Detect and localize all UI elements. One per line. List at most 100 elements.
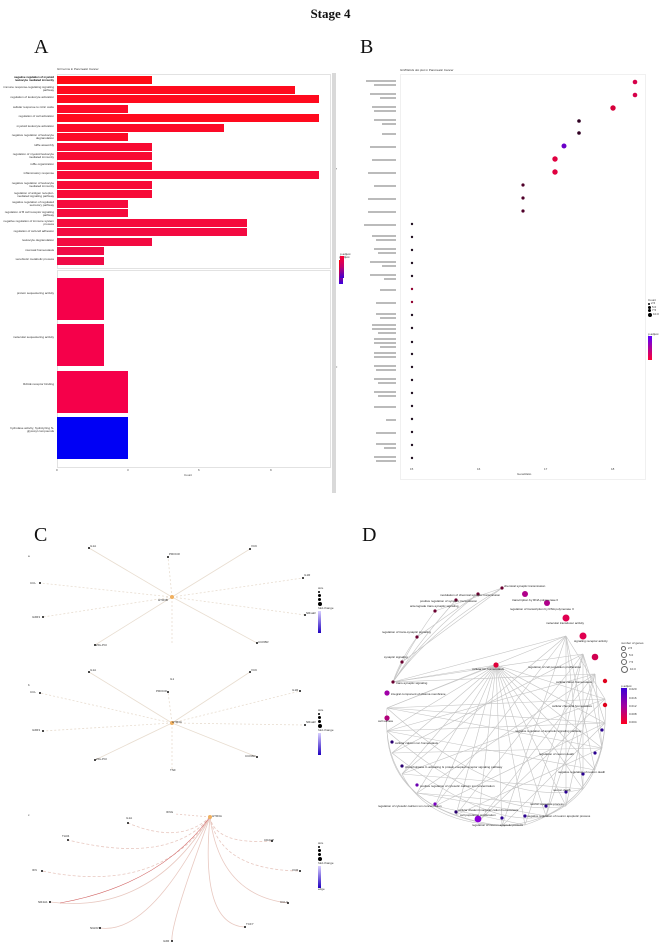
subpanel-label-c: c: [28, 813, 30, 817]
gene-count-legend: number of genes 2.5 5.0 7.5 10.0: [621, 641, 661, 674]
bar: [57, 200, 128, 208]
bp-label: regulation of leukocyte activation: [10, 96, 54, 99]
svg-text:chemical synaptic transmission: chemical synaptic transmission: [504, 584, 546, 588]
bp-label: negative regulation of leukocyte mediate…: [11, 182, 54, 189]
svg-text:integral component of plasma m: integral component of plasma membrane: [391, 692, 446, 696]
bar: [57, 209, 128, 217]
legend-item: 7.5: [629, 659, 634, 664]
legend-title: number of genes: [621, 641, 644, 645]
x-tick: 17: [544, 467, 548, 471]
size-key: [648, 303, 650, 306]
legend-item: 2.5: [651, 301, 656, 306]
legend-tick: 0.004: [629, 719, 637, 724]
svg-text:regulation of cell population: regulation of cell population proliferat…: [528, 665, 581, 669]
size-key: [621, 646, 626, 652]
edges: [386, 587, 606, 827]
padj-legend: p.adjust: [648, 332, 661, 361]
node-label: IL1R: [304, 573, 311, 577]
legend-item: 2.5: [628, 646, 633, 651]
bar: [57, 105, 128, 113]
left-padj-legend: p.adjust: [340, 252, 351, 279]
legend-tick: 0.020: [629, 687, 637, 692]
legend-title: p.adjust: [340, 252, 351, 256]
svg-text:synaptic signaling: synaptic signaling: [384, 655, 408, 659]
bp-label: ruffle organization: [30, 163, 54, 166]
panel-b-dot-plot: GO/KEGG dot plot in Pancreatic Cancer p.…: [330, 60, 661, 520]
node-label: IL1R: [292, 688, 299, 692]
node-label: NGFR: [90, 926, 99, 930]
legend-item: 10.0: [653, 311, 659, 316]
panel-d-network: chemical synaptic transmission modulatio…: [340, 560, 661, 900]
panel-letter-d: D: [362, 524, 377, 546]
node-label: TNF: [170, 768, 176, 772]
bar: [57, 152, 152, 160]
bar: [57, 238, 152, 246]
hub-node: [208, 815, 212, 819]
x-tick: 15: [410, 467, 414, 471]
node-label: TLR4: [62, 834, 70, 838]
x-axis-label: GeneRatio: [517, 472, 532, 476]
legend-title: p.adjust: [621, 684, 632, 688]
node-label: VCR: [292, 868, 299, 872]
legend-title: fold change: [318, 728, 334, 733]
x-tick: 16: [477, 467, 481, 471]
subpanel-label-b: b: [28, 683, 30, 687]
node-label: CCL: [30, 581, 37, 585]
node-label: NRsaR: [306, 611, 316, 615]
node-label: IFN: [32, 868, 37, 872]
node-label: PROCR: [169, 552, 180, 556]
bp-label: regulation of B cell receptor signaling …: [4, 211, 54, 218]
legend-c: size fold change edge: [318, 841, 334, 891]
node-label: NR4A1: [38, 900, 48, 904]
subpanel-label-a: a: [28, 554, 30, 558]
bp-label: negative regulation of leukocyte degranu…: [11, 134, 54, 141]
svg-text:cellular ion homeostasis: cellular ion homeostasis: [472, 667, 505, 671]
mf-label-stack: protein sequestering activity molecular …: [2, 270, 54, 466]
svg-text:transcription by RNA polymeras: transcription by RNA polymerase II: [512, 598, 558, 602]
node-label: VCK: [251, 544, 258, 548]
dot-plot-area: [400, 74, 646, 480]
bar: [57, 76, 152, 84]
svg-text:molecular transducer activity: molecular transducer activity: [546, 621, 585, 625]
legend-tick: 0.008: [629, 711, 637, 716]
bar: [57, 257, 104, 265]
node-label: CCKBR: [245, 754, 256, 758]
x-axis-label: Count: [184, 473, 193, 477]
bar: [57, 247, 104, 255]
node-label: ZIG-PCI: [96, 643, 107, 647]
bar: [57, 95, 319, 103]
svg-text:regulation of neuron death: regulation of neuron death: [539, 752, 574, 756]
node-label: IL1A: [126, 816, 133, 820]
svg-text:cellular calcium ion homeostas: cellular calcium ion homeostasis: [395, 741, 439, 745]
bar: [57, 114, 319, 122]
x-tick: 6: [198, 468, 200, 472]
legend-title: size: [318, 841, 324, 845]
bar: [57, 417, 128, 459]
node-label: CCL3: [280, 900, 288, 904]
legend-item: 7.5: [652, 308, 657, 313]
network-svg: [39, 547, 306, 942]
legend-title: fold change: [318, 606, 334, 611]
node-label: IL1A: [90, 668, 97, 672]
legend-item: 5.0: [629, 652, 634, 657]
node-label: PROCR: [156, 689, 167, 693]
svg-text:neuron apoptotic process: neuron apoptotic process: [530, 802, 564, 806]
svg-text:regulation of neuron apoptotic: regulation of neuron apoptotic process: [472, 823, 524, 827]
padj-legend: p.adjust 0.020 0.016 0.012 0.008 0.004: [621, 684, 661, 725]
bp-label: leukocyte degranulation: [22, 239, 54, 242]
svg-text:cellular cation homeostasis: cellular cation homeostasis: [556, 680, 593, 684]
x-tick: 9: [270, 468, 272, 472]
bp-bars: [57, 75, 329, 267]
panel-b-subtitle: GO/KEGG dot plot in Pancreatic Cancer: [400, 68, 454, 72]
mf-label: hydrolase activity, hydrolyzing N-glycos…: [10, 426, 54, 434]
x-tick: 0: [56, 468, 58, 472]
bp-label: negative regulation of regulated secreto…: [11, 201, 54, 208]
bp-label: ruffle assembly: [33, 144, 54, 147]
bp-label: negative regulation of myeloid leukocyte…: [14, 76, 54, 83]
hub-label: HTR3A: [212, 814, 222, 818]
hub-node: [170, 595, 174, 599]
legend-colorbar: [318, 610, 321, 633]
legend-title: Count: [648, 298, 657, 302]
bp-label: cellular response to nitric oxide: [12, 106, 54, 109]
panel-a-bar-chart: GO terms in Pancreatic Cancer BP MF nega…: [0, 60, 349, 510]
